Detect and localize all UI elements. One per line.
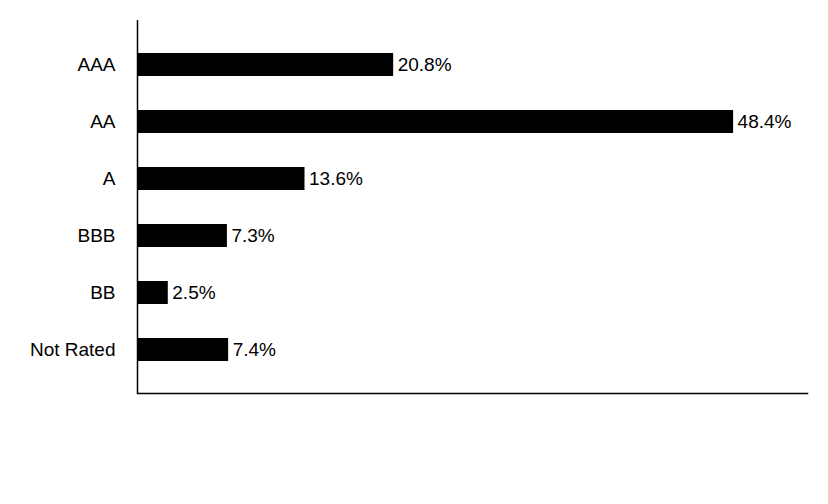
svg-text:13.6%: 13.6% [309, 168, 363, 189]
svg-text:BBB: BBB [77, 225, 115, 246]
svg-text:7.4%: 7.4% [233, 339, 276, 360]
svg-text:48.4%: 48.4% [738, 111, 792, 132]
svg-text:AA: AA [90, 111, 116, 132]
svg-text:AAA: AAA [77, 54, 115, 75]
svg-text:2.5%: 2.5% [172, 282, 215, 303]
svg-text:A: A [103, 168, 116, 189]
svg-text:Not Rated: Not Rated [30, 339, 116, 360]
svg-text:20.8%: 20.8% [398, 54, 452, 75]
svg-text:BB: BB [90, 282, 115, 303]
svg-text:7.3%: 7.3% [231, 225, 274, 246]
